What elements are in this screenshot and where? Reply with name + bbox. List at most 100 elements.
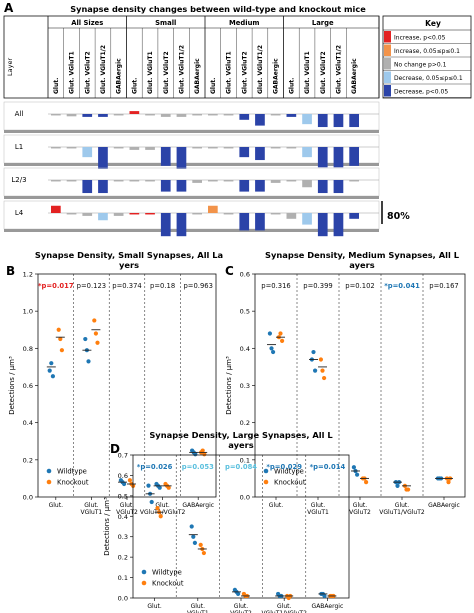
p-value-2: p=0.084 bbox=[225, 463, 257, 471]
y-tick-label: 0.0 bbox=[118, 595, 128, 603]
bar-l4-small-glut-vglut1 bbox=[145, 213, 155, 215]
y-tick-label: 0.6 bbox=[240, 271, 250, 279]
bar-all-medium-gabaergic bbox=[270, 114, 281, 116]
legend-label-wildtype: Wildtype bbox=[57, 468, 87, 476]
point-wildtype-1-0 bbox=[189, 524, 194, 529]
point-wildtype-2-0 bbox=[351, 465, 356, 470]
x-tick-label-glut-vglut1-vglut2-l1: Glut. bbox=[155, 502, 169, 509]
bar-l1-all-sizes-glut-vglut1 bbox=[66, 147, 77, 149]
point-knockout-1-0 bbox=[92, 318, 97, 323]
bar-all-small-glut bbox=[129, 111, 140, 114]
layer-label-l1: L1 bbox=[15, 143, 23, 151]
bar-all-medium-glut-vglut2 bbox=[239, 114, 250, 120]
bar-l2-3-large-glut bbox=[286, 180, 297, 182]
bar-l2-3-medium-glut-vglut1 bbox=[223, 180, 234, 182]
point-knockout-0-2 bbox=[158, 514, 163, 519]
bar-all-large-glut-vglut2 bbox=[317, 114, 328, 128]
bar-all-medium-glut-vglut1 bbox=[223, 114, 234, 116]
point-knockout-0-2 bbox=[280, 338, 285, 343]
subtype-label-glut-vglut1: Glut. VGluT1 bbox=[304, 51, 311, 94]
p-value-0: p=0.316 bbox=[261, 282, 290, 290]
bar-l4-medium-glut-vglut1-2 bbox=[255, 213, 265, 231]
x-tick-label-glut-vglut1-l2: VGluT1 bbox=[81, 509, 103, 516]
bar-l4-large-glut-vglut2 bbox=[317, 213, 328, 237]
p-value-4: p=0.167 bbox=[429, 282, 458, 290]
subtype-label-gabaergic: GABAergic bbox=[116, 58, 123, 94]
p-value-0: *p=0.026 bbox=[137, 463, 173, 471]
size-group-small: Small bbox=[155, 19, 176, 27]
point-wildtype-0-0 bbox=[146, 483, 151, 488]
key-label-3: Decrease, 0.05≤p≤0.1 bbox=[394, 75, 463, 82]
point-knockout-1-2 bbox=[322, 375, 327, 381]
legend-marker-wildtype bbox=[263, 468, 269, 474]
x-tick-label-glut-vglut1-vglut2-l2: VGluT1/VGluT2 bbox=[261, 610, 307, 613]
bar-all-all-sizes-gabaergic bbox=[113, 114, 124, 116]
point-wildtype-1-2 bbox=[192, 540, 197, 545]
bar-l1-small-glut-vglut1-2 bbox=[176, 147, 187, 169]
size-group-all-sizes: All Sizes bbox=[71, 19, 103, 27]
legend-label-knockout: Knockout bbox=[57, 479, 89, 487]
p-value-3: *p=0.041 bbox=[384, 282, 420, 290]
bar-all-all-sizes-glut bbox=[51, 114, 61, 116]
chart-title-line-2: ayers bbox=[228, 440, 253, 450]
y-tick-label: 0.3 bbox=[240, 382, 250, 390]
x-tick-label-glut-vglut2-l2: VGluT2 bbox=[116, 509, 138, 516]
bar-l1-all-sizes-gabaergic bbox=[113, 147, 124, 149]
legend-marker-wildtype bbox=[141, 569, 147, 575]
chart-title-line-1: Synapse Density, Large Synapses, All L bbox=[149, 430, 333, 440]
y-tick-label: 0.1 bbox=[240, 456, 250, 464]
bar-l1-large-glut-vglut2 bbox=[317, 147, 328, 168]
bar-l4-large-glut bbox=[286, 213, 297, 219]
bar-l2-3-medium-glut-vglut1-2 bbox=[255, 180, 265, 192]
point-wildtype-0-0 bbox=[267, 331, 272, 336]
point-wildtype-1-1 bbox=[191, 534, 196, 539]
bar-all-small-glut-vglut2 bbox=[160, 114, 171, 117]
x-tick-label-glut-vglut1-vglut2-l1: Glut. bbox=[395, 502, 409, 509]
x-tick-label-glut-l1: Glut. bbox=[147, 603, 161, 610]
subtype-label-glut-vglut1-2: Glut. VGluT1/2 bbox=[335, 45, 342, 94]
bar-l2-3-all-sizes-glut-vglut2 bbox=[82, 180, 93, 194]
legend-label-wildtype: Wildtype bbox=[152, 569, 182, 577]
bar-l1-small-gabaergic bbox=[192, 147, 202, 149]
x-tick-label-glut-vglut2-l1: Glut. bbox=[353, 502, 367, 509]
key-title: Key bbox=[425, 19, 441, 28]
p-value-4: *p=0.014 bbox=[310, 463, 346, 471]
point-wildtype-1-1 bbox=[311, 349, 316, 355]
y-tick-label: 0.2 bbox=[23, 456, 33, 464]
point-knockout-0-0 bbox=[56, 327, 61, 332]
point-knockout-4-1 bbox=[200, 448, 205, 453]
layer-label-all: All bbox=[15, 110, 24, 118]
bar-l2-3-small-glut-vglut2 bbox=[160, 180, 171, 192]
bar-l2-3-large-glut-vglut1-2 bbox=[333, 180, 344, 194]
point-wildtype-1-2 bbox=[86, 359, 91, 364]
legend-label-knockout: Knockout bbox=[274, 479, 306, 487]
point-knockout-4-1 bbox=[446, 480, 451, 485]
y-tick-label: 0.7 bbox=[118, 452, 128, 460]
bar-l2-3-large-glut-vglut2 bbox=[317, 180, 328, 194]
bar-l4-large-gabaergic bbox=[349, 213, 359, 219]
bar-l2-3-medium-gabaergic bbox=[270, 180, 281, 183]
subtype-label-gabaergic: GABAergic bbox=[194, 58, 201, 94]
bar-l2-3-small-glut-vglut1-2 bbox=[176, 180, 187, 192]
x-tick-label-glut-vglut2-l1: Glut. bbox=[120, 502, 134, 509]
row-separator bbox=[4, 163, 379, 166]
x-tick-label-gabaergic-l1: GABAergic bbox=[428, 502, 460, 509]
subtype-label-glut-vglut1-2: Glut. VGluT1/2 bbox=[100, 45, 107, 94]
point-wildtype-1-2 bbox=[313, 368, 318, 373]
bar-l2-3-all-sizes-glut-vglut1 bbox=[66, 180, 77, 182]
scale-bar-label: 80% bbox=[387, 211, 410, 222]
p-value-2: p=0.374 bbox=[112, 282, 141, 290]
bar-all-medium-glut bbox=[208, 114, 218, 116]
panel-c-scatter: C Synapse Density, Medium Synapses, All L… bbox=[225, 250, 466, 516]
bar-all-small-glut-vglut1-2 bbox=[176, 114, 187, 117]
key-swatch-3 bbox=[384, 71, 391, 83]
bar-l1-medium-gabaergic bbox=[270, 147, 281, 149]
point-wildtype-0-2 bbox=[149, 499, 154, 505]
x-tick-label-glut-vglut1-vglut2-l1: Glut. bbox=[277, 603, 291, 610]
chart-title-line-1: Synapse Density, Medium Synapses, All L bbox=[265, 250, 460, 260]
key-label-4: Decrease, p<0.05 bbox=[394, 89, 448, 96]
subtype-label-glut-vglut1: Glut. VGluT1 bbox=[226, 51, 233, 94]
y-axis-label: Detections / μm³ bbox=[8, 356, 16, 415]
size-group-medium: Medium bbox=[229, 19, 260, 27]
plot-frame bbox=[132, 454, 350, 599]
